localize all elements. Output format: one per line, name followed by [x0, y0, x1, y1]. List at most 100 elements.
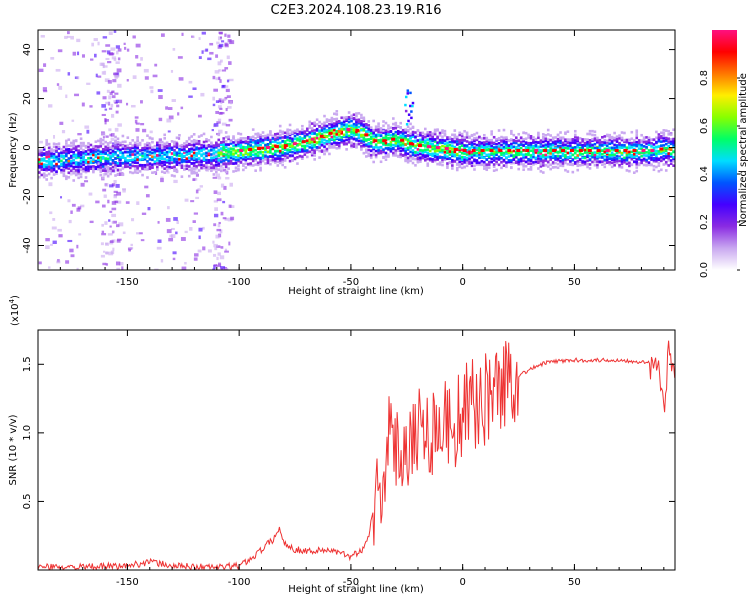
spectral-cell	[136, 161, 139, 165]
spectral-cell	[446, 151, 449, 155]
noise-mark	[171, 99, 176, 102]
spectral-cell	[544, 143, 548, 147]
spectral-cell	[355, 143, 358, 146]
spectral-cell	[404, 147, 407, 151]
noise-mark	[67, 31, 70, 35]
spectral-cell	[406, 142, 410, 145]
spectral-cell	[175, 151, 179, 155]
noise-mark	[68, 219, 72, 224]
noise-mark	[115, 99, 120, 103]
spectral-cell	[610, 157, 614, 160]
spectral-cell	[438, 140, 442, 144]
spectral-cell	[419, 160, 422, 163]
spectral-cell	[72, 179, 76, 182]
spectral-cell	[441, 156, 444, 159]
spectral-cell	[77, 149, 80, 152]
spectral-cell	[414, 139, 417, 143]
spectral-cell	[52, 156, 56, 159]
spectral-cell	[350, 124, 353, 128]
spectral-cell	[333, 132, 336, 135]
spectral-cell	[99, 163, 103, 167]
spectral-cell	[52, 154, 56, 157]
spectral-cell	[460, 134, 464, 138]
spectral-cell	[534, 140, 538, 144]
spectral-cell	[160, 149, 164, 152]
spectral-cell	[514, 152, 518, 156]
spectral-cell	[72, 161, 76, 165]
spectral-cell	[588, 144, 592, 148]
spectral-cell	[517, 162, 521, 166]
spectral-cell	[333, 135, 336, 138]
spectral-cell	[330, 129, 334, 132]
spectral-cell	[443, 145, 447, 148]
spectral-cell	[205, 146, 208, 150]
spectral-cell	[514, 139, 518, 143]
spectral-cell	[355, 118, 358, 122]
spectral-cell	[352, 127, 356, 131]
spectral-cell	[237, 164, 240, 167]
spectral-cell	[278, 133, 282, 137]
spectral-cell	[628, 169, 631, 173]
spectral-cell	[342, 127, 346, 131]
noise-mark	[67, 239, 73, 243]
spectral-cell	[244, 140, 248, 143]
spectral-cell	[640, 161, 643, 165]
spectral-cell	[350, 116, 353, 119]
spectral-cell	[355, 114, 358, 118]
spectral-cell	[69, 156, 73, 159]
spectral-cell	[392, 117, 395, 120]
spectral-cell	[539, 142, 543, 145]
spectral-cell	[510, 142, 513, 146]
spectral-cell	[195, 151, 198, 155]
noise-mark	[88, 192, 93, 196]
spectral-cell	[414, 164, 417, 167]
spectral-cell	[168, 156, 171, 159]
spectral-cell	[519, 159, 523, 163]
spectral-cell	[222, 162, 225, 166]
spectral-cell	[217, 149, 221, 152]
spectral-cell	[136, 143, 139, 146]
spectral-cell	[625, 146, 629, 149]
noise-mark	[199, 185, 203, 188]
spectral-cell	[510, 138, 513, 141]
spectral-cell	[544, 137, 548, 141]
spectral-cell	[485, 145, 489, 149]
spectral-cell	[583, 141, 587, 145]
noise-mark	[109, 240, 114, 243]
spectral-cell	[608, 138, 611, 142]
noise-mark	[218, 129, 223, 134]
noise-mark	[154, 63, 158, 67]
spectral-cell	[323, 149, 326, 152]
spectral-cell	[187, 168, 191, 172]
spectral-cell	[94, 155, 98, 159]
noise-mark	[108, 95, 112, 100]
spectral-cell	[192, 140, 196, 144]
spectral-cell	[426, 132, 430, 135]
spectral-cell	[613, 156, 616, 159]
spectral-cell	[640, 154, 643, 158]
spectral-cell	[207, 139, 211, 142]
spectral-cell	[104, 145, 107, 149]
spectral-cell	[635, 134, 639, 137]
spectral-cell	[458, 160, 462, 164]
spectral-cell	[119, 157, 122, 160]
spectral-cell	[409, 127, 412, 131]
spectral-cell	[190, 169, 194, 173]
spectral-cell	[660, 156, 663, 159]
noise-mark	[202, 226, 205, 230]
spectral-cell	[352, 131, 356, 134]
spectral-cell	[480, 137, 484, 140]
spectral-cell	[79, 156, 83, 159]
spectral-cell	[251, 150, 255, 153]
spectral-cell	[200, 143, 203, 147]
noise-mark	[168, 237, 174, 242]
spectral-cell	[212, 173, 216, 176]
spectral-cell	[396, 144, 400, 148]
spectral-cell	[586, 162, 589, 166]
spectral-cell	[52, 149, 56, 152]
noise-mark	[220, 246, 224, 249]
spectral-cell	[183, 148, 186, 151]
peak-cell	[605, 149, 610, 152]
spectral-cell	[414, 154, 417, 157]
